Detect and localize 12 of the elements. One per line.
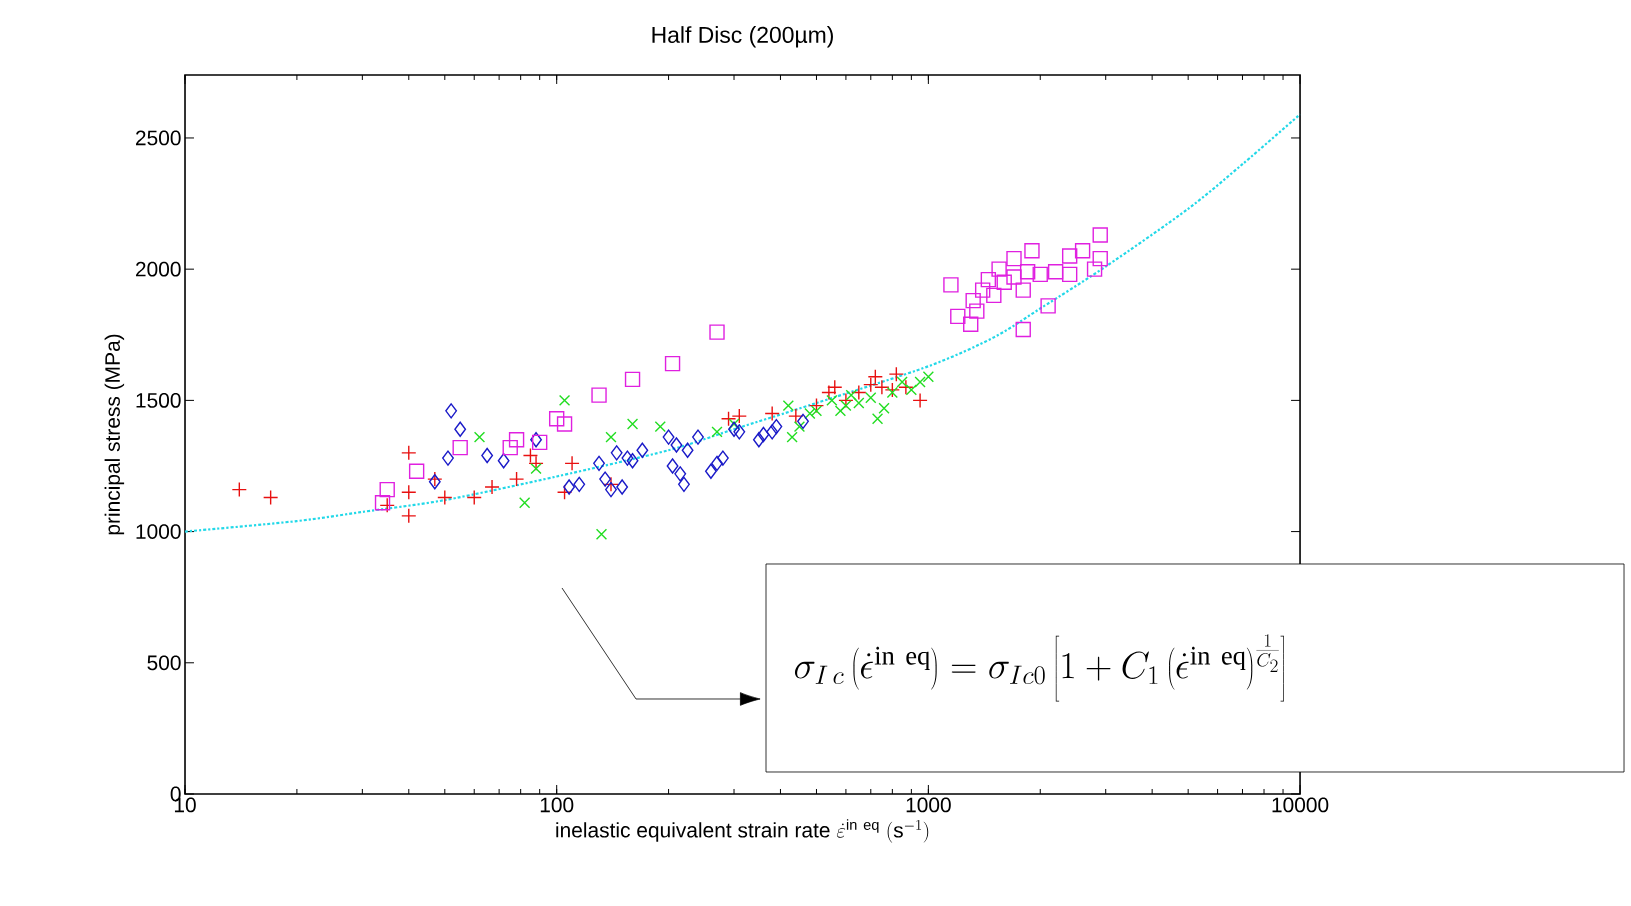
- x-tick-label: 100: [540, 797, 574, 813]
- y-tick-label: 1000: [136, 524, 181, 539]
- x-tick-label: 10000: [1272, 797, 1329, 813]
- y-tick-label: 2500: [135, 130, 181, 146]
- x-tick-label: 1000: [906, 797, 951, 813]
- y-axis-title: principal stress (MPa): [104, 334, 125, 535]
- x-axis-title: $\mathsf{inelastic\ equivalent\ strain\ rate}\ \dot{\varepsilon}^{\mathsf{in\ eq}}\ (\mathsf{s}^{-1})$: [556, 819, 929, 843]
- chart-title: Half Disc (200µm): [652, 26, 833, 48]
- y-tick-label: 2000: [135, 261, 181, 277]
- y-tick-label: 1500: [136, 392, 181, 408]
- y-tick-label: 500: [147, 655, 181, 671]
- annotation: $\sigma_{I\,c}\left(\dot{\epsilon}^{\mathrm{in\ eq}}\right)=\sigma_{Ic0}\left[1+C_1\left(\dot{\epsilon}^{\mathrm{in\ eq}}\right)^{\frac{1}{C_2}}\right]$: [794, 634, 1284, 702]
